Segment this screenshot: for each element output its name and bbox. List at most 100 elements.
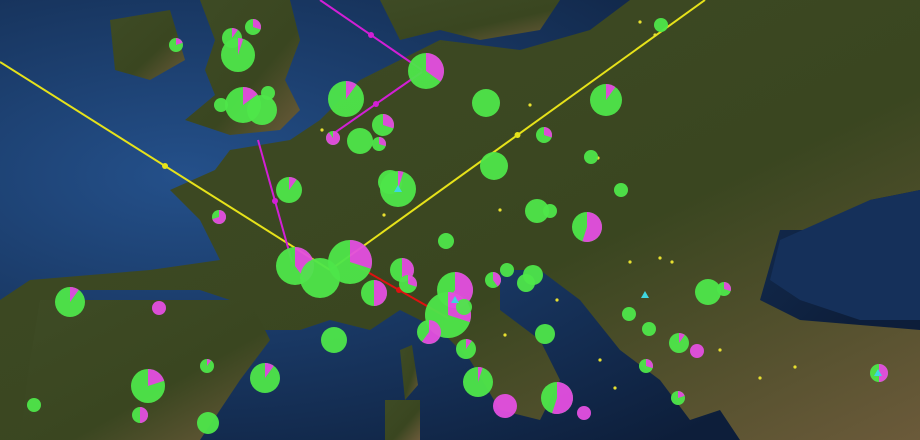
pie-slice-secondary xyxy=(383,114,394,129)
pie-marker[interactable] xyxy=(642,322,656,336)
pie-marker[interactable] xyxy=(669,333,689,353)
pie-markers xyxy=(27,18,888,434)
pie-slice-secondary xyxy=(466,339,472,349)
pie-slice-secondary xyxy=(493,272,501,287)
pie-marker[interactable] xyxy=(517,274,535,292)
pie-marker[interactable] xyxy=(417,320,442,344)
pie-slice-tertiary xyxy=(641,291,649,298)
pie-marker[interactable] xyxy=(536,127,552,143)
pie-marker[interactable] xyxy=(276,177,302,203)
pie-marker[interactable] xyxy=(572,212,603,243)
pie-slice-secondary xyxy=(207,359,212,366)
pie-marker[interactable] xyxy=(639,359,654,373)
pie-marker[interactable] xyxy=(321,327,347,353)
pie-slice-secondary xyxy=(232,28,238,38)
pie-slice-secondary xyxy=(398,171,404,189)
pie-marker[interactable] xyxy=(399,275,417,293)
pie-slice-secondary xyxy=(493,394,517,418)
pie-marker[interactable] xyxy=(438,233,454,249)
pie-marker[interactable] xyxy=(214,98,228,112)
pie-slice-secondary xyxy=(265,363,274,378)
pie-slice-secondary xyxy=(326,131,341,146)
pie-marker[interactable] xyxy=(525,199,549,223)
land-ireland xyxy=(110,10,185,80)
site-point xyxy=(628,260,632,264)
pie-marker[interactable] xyxy=(328,240,372,284)
pie-marker[interactable] xyxy=(541,382,573,414)
pie-marker[interactable] xyxy=(245,19,261,35)
pie-slice-secondary xyxy=(253,19,261,30)
pie-marker[interactable] xyxy=(717,282,732,296)
pie-slice-secondary xyxy=(552,382,573,414)
pie-marker[interactable] xyxy=(493,394,517,418)
pie-marker[interactable] xyxy=(590,84,622,116)
pie-marker[interactable] xyxy=(690,344,704,358)
land-sardinia xyxy=(385,400,420,440)
pie-slice-primary xyxy=(27,398,41,412)
pie-marker[interactable] xyxy=(472,89,500,117)
pie-marker[interactable] xyxy=(261,86,275,100)
pie-marker[interactable] xyxy=(328,81,364,117)
pie-marker[interactable] xyxy=(614,183,628,197)
site-point xyxy=(638,20,642,24)
pie-marker[interactable] xyxy=(671,391,685,405)
pie-marker[interactable] xyxy=(480,152,508,180)
pie-slice-secondary xyxy=(421,320,442,344)
flow-midpoint xyxy=(162,163,168,169)
pie-marker[interactable] xyxy=(247,95,277,125)
pie-marker[interactable] xyxy=(584,150,598,164)
pie-slice-primary xyxy=(247,95,277,125)
pie-slice-primary xyxy=(261,86,275,100)
pie-marker[interactable] xyxy=(695,279,721,305)
pie-marker[interactable] xyxy=(456,339,476,359)
pie-slice-primary xyxy=(622,307,636,321)
pie-marker[interactable] xyxy=(408,53,444,89)
pie-marker[interactable] xyxy=(152,301,166,315)
pie-marker[interactable] xyxy=(463,367,493,397)
pie-slice-secondary xyxy=(212,210,227,224)
pie-marker[interactable] xyxy=(372,137,386,151)
pie-slice-primary xyxy=(438,233,454,249)
pie-marker[interactable] xyxy=(132,407,148,423)
pie-marker[interactable] xyxy=(197,412,219,434)
pie-slice-secondary xyxy=(408,275,417,287)
pie-slice-secondary xyxy=(243,87,258,105)
pie-marker[interactable] xyxy=(543,204,557,218)
pie-marker[interactable] xyxy=(200,359,214,373)
pie-slice-primary xyxy=(214,98,228,112)
pie-slice-secondary xyxy=(544,127,552,138)
site-point xyxy=(758,376,762,380)
site-point xyxy=(528,103,532,107)
pie-slice-secondary xyxy=(152,301,166,315)
pie-marker[interactable] xyxy=(326,131,341,146)
pie-marker[interactable] xyxy=(456,299,472,315)
pie-marker[interactable] xyxy=(169,38,183,52)
pie-marker[interactable] xyxy=(361,280,387,306)
site-point xyxy=(555,298,559,302)
pie-slice-secondary xyxy=(374,280,387,306)
pie-marker[interactable] xyxy=(347,128,373,154)
pie-marker[interactable] xyxy=(500,263,514,277)
pie-marker[interactable] xyxy=(55,287,85,317)
pie-slice-primary xyxy=(543,204,557,218)
pie-marker[interactable] xyxy=(485,272,501,288)
pie-marker[interactable] xyxy=(221,38,255,72)
site-point xyxy=(503,333,507,337)
pie-marker[interactable] xyxy=(250,363,280,393)
pie-marker[interactable] xyxy=(372,114,394,136)
pie-marker[interactable] xyxy=(654,18,668,32)
pie-slice-secondary xyxy=(577,406,591,420)
pie-marker[interactable] xyxy=(212,210,227,224)
site-point xyxy=(320,128,324,132)
pie-marker[interactable] xyxy=(535,324,555,344)
pie-slice-primary xyxy=(321,327,347,353)
pie-slice-primary xyxy=(472,89,500,117)
pie-marker[interactable] xyxy=(27,398,41,412)
pie-marker[interactable] xyxy=(577,406,591,420)
pie-marker[interactable] xyxy=(622,307,636,321)
pie-marker[interactable] xyxy=(131,369,165,403)
site-point xyxy=(658,256,662,260)
pie-slice-primary xyxy=(517,274,535,292)
